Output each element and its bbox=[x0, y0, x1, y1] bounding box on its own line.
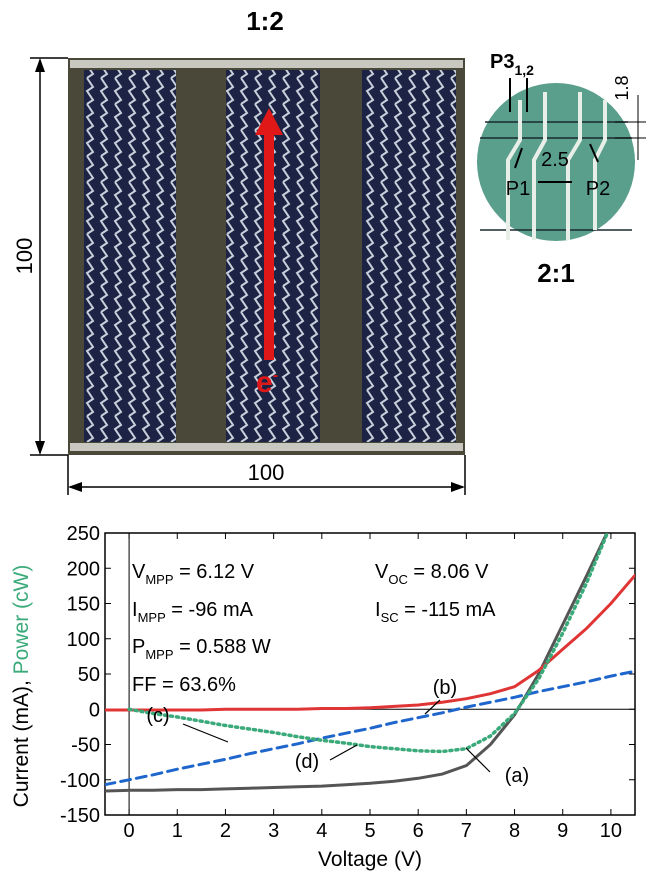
annotation-symbol: FF bbox=[132, 674, 156, 696]
x-tick-label: 8 bbox=[509, 820, 520, 842]
carrier: e bbox=[256, 366, 273, 399]
annotation: VOC = 8.06 V bbox=[375, 561, 489, 587]
annotation: FF = 63.6% bbox=[132, 674, 236, 696]
annotation-symbol: I bbox=[375, 599, 381, 621]
series-line bbox=[105, 669, 635, 787]
series-leader bbox=[424, 699, 441, 715]
dimensions bbox=[30, 57, 466, 495]
p1-label: P1 bbox=[506, 178, 530, 200]
y-tick-label: -100 bbox=[60, 770, 100, 792]
y-axis-title: Current (mA), Power (cW) bbox=[10, 565, 33, 808]
arrow-head bbox=[255, 108, 283, 135]
arrow bbox=[589, 143, 599, 163]
p3-sub: 1,2 bbox=[514, 62, 534, 78]
cell-strip bbox=[84, 70, 176, 442]
carrier-label: e- bbox=[256, 366, 278, 399]
photo-edge bbox=[70, 60, 463, 68]
annotation-value: = 8.06 V bbox=[408, 561, 489, 583]
x-tick-label: 1 bbox=[172, 820, 183, 842]
stripe bbox=[506, 100, 522, 240]
width-label: 100 bbox=[248, 460, 285, 485]
cell-strip bbox=[362, 70, 456, 442]
dim-arrow bbox=[35, 441, 45, 455]
plot-area bbox=[105, 533, 635, 793]
annotation-symbol: P bbox=[132, 636, 145, 658]
annotation-value: = 0.588 W bbox=[174, 636, 271, 658]
stripe bbox=[593, 100, 607, 230]
annotation-sub: MPP bbox=[138, 610, 166, 625]
annotation-symbol: V bbox=[132, 561, 146, 583]
series-leader bbox=[465, 747, 491, 773]
annotation: PMPP = 0.588 W bbox=[132, 636, 271, 662]
x-tick-label: 9 bbox=[557, 820, 568, 842]
series-label: (a) bbox=[505, 765, 529, 787]
x-axis-title: Voltage (V) bbox=[318, 848, 422, 871]
annotation-value: = 6.12 V bbox=[174, 561, 255, 583]
inset-arrows bbox=[509, 78, 646, 183]
photo: e- bbox=[68, 58, 465, 455]
carrier-sup: - bbox=[273, 367, 278, 384]
series-leader bbox=[182, 723, 229, 743]
annotation: IMPP = -96 mA bbox=[132, 599, 254, 625]
x-tick-label: 7 bbox=[461, 820, 472, 842]
y-label: Current (mA), bbox=[10, 674, 33, 807]
x-tick-label: 2 bbox=[220, 820, 231, 842]
annotation-symbol: V bbox=[375, 561, 389, 583]
dim-arrow bbox=[35, 58, 45, 72]
scale-label: 1:2 bbox=[246, 6, 284, 36]
x-tick-label: 4 bbox=[316, 820, 327, 842]
p3: P3 bbox=[490, 51, 514, 73]
x-tick-label: 0 bbox=[124, 820, 135, 842]
pitch-label: 1.8 bbox=[612, 75, 632, 100]
series-leader bbox=[329, 744, 358, 761]
inset-scale: 2:1 bbox=[537, 258, 575, 288]
y-tick-label: -50 bbox=[71, 735, 100, 757]
annotation-value: = -115 mA bbox=[399, 599, 497, 621]
annotation: VMPP = 6.12 V bbox=[132, 561, 255, 587]
y-tick-label: 0 bbox=[89, 699, 100, 721]
y-tick-label: 200 bbox=[67, 558, 100, 580]
dim-arrow bbox=[68, 482, 82, 492]
annotation-value: = -96 mA bbox=[166, 599, 254, 621]
annotation-sub: MPP bbox=[145, 647, 173, 662]
y-tick-label: -150 bbox=[60, 805, 100, 827]
series-label: (c) bbox=[146, 705, 169, 727]
y-label-2: Power (cW) bbox=[10, 565, 33, 675]
annotation-sub: OC bbox=[388, 572, 408, 587]
x-tick-label: 5 bbox=[364, 820, 375, 842]
series-line bbox=[127, 533, 610, 754]
y-tick-label: 50 bbox=[78, 664, 100, 686]
width-label: 2.5 bbox=[541, 149, 569, 171]
y-tick-label: 100 bbox=[67, 629, 100, 651]
series-label: (b) bbox=[433, 677, 457, 699]
inset bbox=[477, 83, 635, 241]
annotation-symbol: I bbox=[132, 599, 138, 621]
stripe bbox=[566, 92, 582, 240]
y-tick-label: 150 bbox=[67, 594, 100, 616]
p2-label: P2 bbox=[586, 178, 610, 200]
dim-arrow bbox=[451, 482, 465, 492]
stripe bbox=[532, 92, 547, 240]
x-tick-label: 6 bbox=[413, 820, 424, 842]
p3-label: P31,2 bbox=[490, 51, 534, 78]
annotation-sub: MPP bbox=[145, 572, 173, 587]
x-tick-label: 10 bbox=[600, 820, 622, 842]
series-label: (d) bbox=[295, 751, 319, 773]
arrow bbox=[514, 147, 523, 169]
height-label: 100 bbox=[12, 238, 37, 275]
inset-stripes bbox=[506, 92, 607, 240]
annotation-value: = 63.6% bbox=[156, 674, 236, 696]
annotation: ISC = -115 mA bbox=[375, 599, 496, 625]
photo-edge bbox=[70, 443, 463, 451]
x-tick-label: 3 bbox=[268, 820, 279, 842]
annotation-sub: SC bbox=[381, 610, 399, 625]
y-tick-label: 250 bbox=[67, 523, 100, 545]
arrow-shaft bbox=[264, 130, 274, 360]
